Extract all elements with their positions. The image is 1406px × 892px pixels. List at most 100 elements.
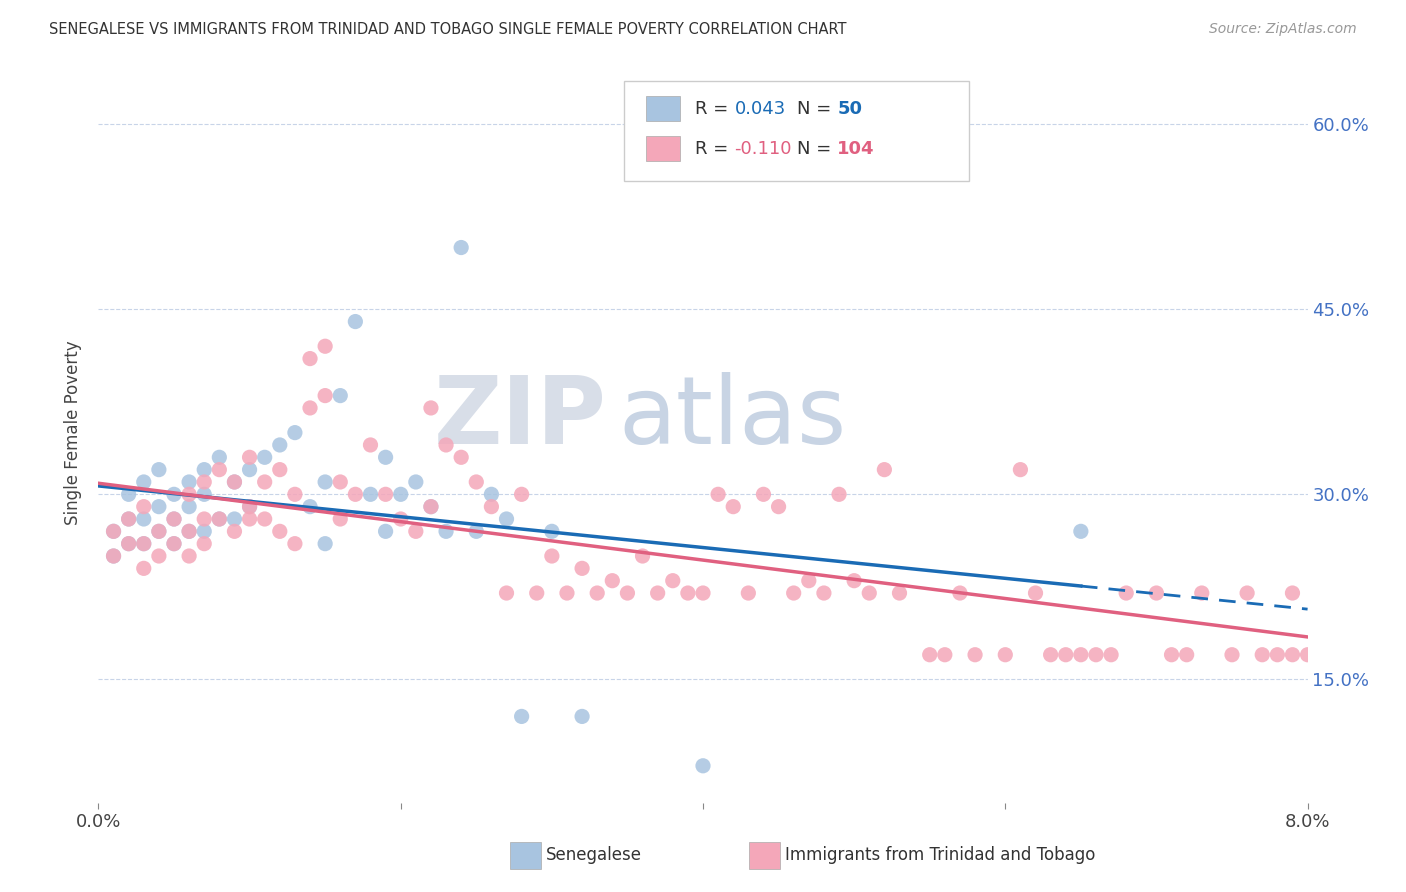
Point (949, 586, 972, 600)
Point (1115, 586, 1137, 600)
FancyBboxPatch shape (647, 136, 681, 161)
Point (1251, 648, 1274, 662)
Point (571, 561, 593, 575)
Point (132, 536, 155, 550)
Point (239, 462, 262, 476)
Point (1281, 586, 1303, 600)
Point (148, 549, 170, 563)
Point (103, 549, 125, 563)
FancyBboxPatch shape (624, 81, 969, 181)
Point (179, 524, 201, 539)
Point (360, 487, 382, 501)
Point (723, 500, 745, 514)
Point (374, 450, 396, 465)
Point (132, 536, 155, 550)
Text: N =: N = (797, 140, 838, 158)
Point (118, 512, 141, 526)
Point (148, 500, 170, 514)
Point (179, 524, 201, 539)
Text: N =: N = (797, 100, 838, 118)
Point (1327, 648, 1350, 662)
Point (828, 487, 851, 501)
Text: 0.043: 0.043 (734, 100, 786, 118)
Point (631, 549, 654, 563)
Point (269, 462, 291, 476)
Point (1312, 648, 1334, 662)
Point (510, 487, 533, 501)
Point (420, 500, 443, 514)
Point (1025, 586, 1047, 600)
Point (284, 487, 307, 501)
Point (676, 586, 699, 600)
Point (208, 512, 231, 526)
Point (344, 487, 367, 501)
Point (1327, 586, 1350, 600)
Point (481, 487, 503, 501)
Point (239, 500, 262, 514)
Y-axis label: Single Female Poverty: Single Female Poverty (65, 341, 83, 524)
Point (193, 512, 215, 526)
Text: Immigrants from Trinidad and Tobago: Immigrants from Trinidad and Tobago (785, 847, 1095, 864)
Text: Senegalese: Senegalese (546, 847, 641, 864)
Text: 104: 104 (837, 140, 875, 158)
Point (253, 450, 276, 465)
Point (481, 500, 503, 514)
Point (692, 758, 714, 772)
Point (1357, 648, 1379, 662)
Point (692, 586, 714, 600)
Point (269, 438, 291, 452)
Point (118, 536, 141, 550)
Text: -0.110: -0.110 (734, 140, 792, 158)
Point (148, 524, 170, 539)
Point (1175, 648, 1198, 662)
Point (1236, 586, 1258, 600)
Point (239, 512, 262, 526)
Point (797, 574, 820, 588)
Point (329, 388, 352, 402)
Point (586, 586, 609, 600)
Point (148, 524, 170, 539)
Point (163, 487, 186, 501)
Point (239, 500, 262, 514)
Point (163, 512, 186, 526)
Point (495, 512, 517, 526)
Point (1085, 648, 1108, 662)
Point (450, 240, 472, 254)
Point (253, 512, 276, 526)
Point (148, 462, 170, 476)
Point (1070, 648, 1092, 662)
Point (132, 475, 155, 489)
Point (374, 487, 396, 501)
Point (889, 586, 911, 600)
Point (405, 475, 427, 489)
Point (118, 536, 141, 550)
Point (571, 709, 593, 723)
Point (450, 450, 472, 465)
Point (103, 549, 125, 563)
Point (1099, 648, 1122, 662)
Point (768, 500, 790, 514)
Point (208, 462, 231, 476)
Point (965, 648, 987, 662)
Point (783, 586, 806, 600)
Point (299, 401, 322, 415)
Point (224, 524, 246, 539)
Point (707, 487, 730, 501)
Point (1010, 462, 1032, 476)
Point (602, 574, 624, 588)
Point (434, 524, 457, 539)
Point (1341, 648, 1364, 662)
Point (994, 648, 1017, 662)
Point (360, 438, 382, 452)
Point (253, 475, 276, 489)
Point (434, 438, 457, 452)
Point (1191, 586, 1213, 600)
Point (813, 586, 835, 600)
Point (284, 536, 307, 550)
Point (132, 512, 155, 526)
Point (540, 524, 562, 539)
Point (208, 512, 231, 526)
Point (616, 586, 638, 600)
Point (314, 388, 336, 402)
Point (1220, 648, 1243, 662)
